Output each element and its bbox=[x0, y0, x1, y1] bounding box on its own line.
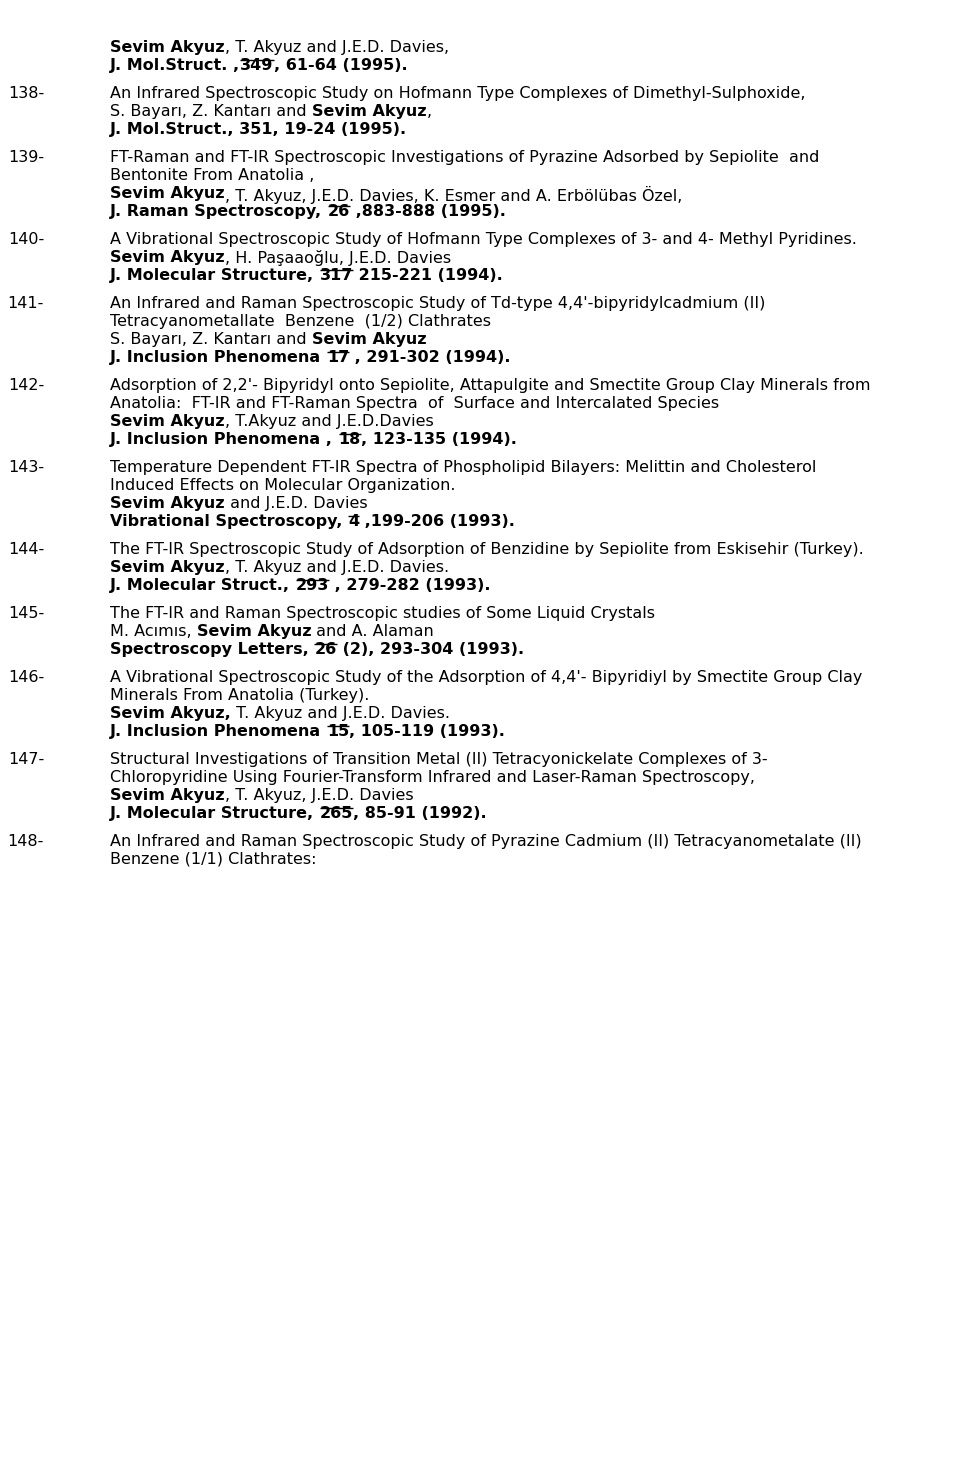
Text: , T. Akyuz, J.E.D. Davies, K. Esmer and A. Erbölübas Özel,: , T. Akyuz, J.E.D. Davies, K. Esmer and … bbox=[225, 186, 682, 204]
Text: J. Molecular Structure,: J. Molecular Structure, bbox=[110, 805, 320, 822]
Text: An Infrared and Raman Spectroscopic Study of Pyrazine Cadmium (II) Tetracyanomet: An Infrared and Raman Spectroscopic Stud… bbox=[110, 835, 862, 849]
Text: 265: 265 bbox=[320, 805, 353, 822]
Text: Spectroscopy Letters,: Spectroscopy Letters, bbox=[110, 643, 314, 657]
Text: Chloropyridine Using Fourier-Transform Infrared and Laser-Raman Spectroscopy,: Chloropyridine Using Fourier-Transform I… bbox=[110, 770, 755, 785]
Text: 140-: 140- bbox=[8, 232, 44, 246]
Text: 215-221 (1994).: 215-221 (1994). bbox=[353, 268, 503, 283]
Text: Sevim Akyuz: Sevim Akyuz bbox=[110, 186, 225, 201]
Text: 18: 18 bbox=[339, 431, 361, 447]
Text: 144-: 144- bbox=[8, 541, 44, 557]
Text: , 123-135 (1994).: , 123-135 (1994). bbox=[361, 431, 516, 447]
Text: , 279-282 (1993).: , 279-282 (1993). bbox=[329, 578, 491, 593]
Text: Anatolia:  FT-IR and FT-Raman Spectra  of  Surface and Intercalated Species: Anatolia: FT-IR and FT-Raman Spectra of … bbox=[110, 396, 719, 411]
Text: Sevim Akyuz: Sevim Akyuz bbox=[197, 623, 311, 640]
Text: 146-: 146- bbox=[8, 670, 44, 685]
Text: Sevim Akyuz,: Sevim Akyuz, bbox=[110, 706, 230, 720]
Text: A Vibrational Spectroscopic Study of the Adsorption of 4,4'- Bipyridiyl by Smect: A Vibrational Spectroscopic Study of the… bbox=[110, 670, 862, 685]
Text: , T. Akyuz, J.E.D. Davies: , T. Akyuz, J.E.D. Davies bbox=[225, 788, 413, 802]
Text: 143-: 143- bbox=[8, 461, 44, 475]
Text: (2), 293-304 (1993).: (2), 293-304 (1993). bbox=[337, 643, 524, 657]
Text: 138-: 138- bbox=[8, 87, 44, 101]
Text: 26: 26 bbox=[314, 643, 337, 657]
Text: A Vibrational Spectroscopic Study of Hofmann Type Complexes of 3- and 4- Methyl : A Vibrational Spectroscopic Study of Hof… bbox=[110, 232, 857, 246]
Text: Temperature Dependent FT-IR Spectra of Phospholipid Bilayers: Melittin and Chole: Temperature Dependent FT-IR Spectra of P… bbox=[110, 461, 816, 475]
Text: 17: 17 bbox=[326, 351, 349, 365]
Text: T. Akyuz and J.E.D. Davies.: T. Akyuz and J.E.D. Davies. bbox=[230, 706, 449, 720]
Text: Induced Effects on Molecular Organization.: Induced Effects on Molecular Organizatio… bbox=[110, 478, 455, 493]
Text: 293: 293 bbox=[296, 578, 329, 593]
Text: FT-Raman and FT-IR Spectroscopic Investigations of Pyrazine Adsorbed by Sepiolit: FT-Raman and FT-IR Spectroscopic Investi… bbox=[110, 150, 820, 164]
Text: 147-: 147- bbox=[8, 753, 44, 767]
Text: The FT-IR Spectroscopic Study of Adsorption of Benzidine by Sepiolite from Eskis: The FT-IR Spectroscopic Study of Adsorpt… bbox=[110, 541, 864, 557]
Text: Sevim Akyuz: Sevim Akyuz bbox=[312, 104, 426, 119]
Text: Tetracyanometallate  Benzene  (1/2) Clathrates: Tetracyanometallate Benzene (1/2) Clathr… bbox=[110, 314, 491, 329]
Text: The FT-IR and Raman Spectroscopic studies of Some Liquid Crystals: The FT-IR and Raman Spectroscopic studie… bbox=[110, 606, 655, 621]
Text: 141-: 141- bbox=[8, 296, 44, 311]
Text: Benzene (1/1) Clathrates:: Benzene (1/1) Clathrates: bbox=[110, 852, 317, 867]
Text: and A. Alaman: and A. Alaman bbox=[311, 623, 434, 640]
Text: M. Acımıs,: M. Acımıs, bbox=[110, 623, 197, 640]
Text: 148-: 148- bbox=[8, 835, 44, 849]
Text: , T. Akyuz and J.E.D. Davies.: , T. Akyuz and J.E.D. Davies. bbox=[225, 560, 448, 575]
Text: Structural Investigations of Transition Metal (II) Tetracyonickelate Complexes o: Structural Investigations of Transition … bbox=[110, 753, 768, 767]
Text: 139-: 139- bbox=[8, 150, 44, 164]
Text: , T. Akyuz and J.E.D. Davies,: , T. Akyuz and J.E.D. Davies, bbox=[225, 40, 448, 54]
Text: and J.E.D. Davies: and J.E.D. Davies bbox=[225, 496, 368, 511]
Text: Sevim Akyuz: Sevim Akyuz bbox=[110, 40, 225, 54]
Text: Adsorption of 2,2'- Bipyridyl onto Sepiolite, Attapulgite and Smectite Group Cla: Adsorption of 2,2'- Bipyridyl onto Sepio… bbox=[110, 378, 871, 393]
Text: Sevim Akyuz: Sevim Akyuz bbox=[110, 496, 225, 511]
Text: 317: 317 bbox=[320, 268, 353, 283]
Text: Bentonite From Anatolia ,: Bentonite From Anatolia , bbox=[110, 169, 314, 183]
Text: An Infrared Spectroscopic Study on Hofmann Type Complexes of Dimethyl-Sulphoxide: An Infrared Spectroscopic Study on Hofma… bbox=[110, 87, 805, 101]
Text: An Infrared and Raman Spectroscopic Study of Td-type 4,4'-bipyridylcadmium (II): An Infrared and Raman Spectroscopic Stud… bbox=[110, 296, 765, 311]
Text: , T.Akyuz and J.E.D.Davies: , T.Akyuz and J.E.D.Davies bbox=[225, 414, 433, 428]
Text: 15: 15 bbox=[326, 725, 349, 739]
Text: Sevim Akyuz: Sevim Akyuz bbox=[110, 788, 225, 802]
Text: 145-: 145- bbox=[8, 606, 44, 621]
Text: , H. Paşaaoğlu, J.E.D. Davies: , H. Paşaaoğlu, J.E.D. Davies bbox=[225, 249, 451, 266]
Text: J. Mol.Struct., 351, 19-24 (1995).: J. Mol.Struct., 351, 19-24 (1995). bbox=[110, 122, 407, 136]
Text: S. Bayarı, Z. Kantarı and: S. Bayarı, Z. Kantarı and bbox=[110, 104, 312, 119]
Text: ,199-206 (1993).: ,199-206 (1993). bbox=[359, 513, 515, 530]
Text: ,: , bbox=[426, 104, 431, 119]
Text: Sevim Akyuz: Sevim Akyuz bbox=[110, 560, 225, 575]
Text: 26: 26 bbox=[327, 204, 350, 219]
Text: 142-: 142- bbox=[8, 378, 44, 393]
Text: J. Raman Spectroscopy,: J. Raman Spectroscopy, bbox=[110, 204, 327, 219]
Text: Vibrational Spectroscopy,: Vibrational Spectroscopy, bbox=[110, 513, 348, 530]
Text: S. Bayarı, Z. Kantarı and: S. Bayarı, Z. Kantarı and bbox=[110, 332, 312, 348]
Text: J. Inclusion Phenomena: J. Inclusion Phenomena bbox=[110, 725, 326, 739]
Text: Sevim Akyuz: Sevim Akyuz bbox=[110, 414, 225, 428]
Text: Sevim Akyuz: Sevim Akyuz bbox=[110, 249, 225, 266]
Text: ,883-888 (1995).: ,883-888 (1995). bbox=[350, 204, 506, 219]
Text: J. Mol.Struct. ,: J. Mol.Struct. , bbox=[110, 59, 240, 73]
Text: 349: 349 bbox=[240, 59, 274, 73]
Text: J. Molecular Structure,: J. Molecular Structure, bbox=[110, 268, 320, 283]
Text: J. Molecular Struct.,: J. Molecular Struct., bbox=[110, 578, 296, 593]
Text: J. Inclusion Phenomena: J. Inclusion Phenomena bbox=[110, 351, 326, 365]
Text: , 291-302 (1994).: , 291-302 (1994). bbox=[349, 351, 511, 365]
Text: J. Inclusion Phenomena ,: J. Inclusion Phenomena , bbox=[110, 431, 339, 447]
Text: 4: 4 bbox=[348, 513, 359, 530]
Text: Minerals From Anatolia (Turkey).: Minerals From Anatolia (Turkey). bbox=[110, 688, 370, 703]
Text: , 61-64 (1995).: , 61-64 (1995). bbox=[274, 59, 407, 73]
Text: Sevim Akyuz: Sevim Akyuz bbox=[312, 332, 426, 348]
Text: , 85-91 (1992).: , 85-91 (1992). bbox=[353, 805, 487, 822]
Text: , 105-119 (1993).: , 105-119 (1993). bbox=[349, 725, 505, 739]
